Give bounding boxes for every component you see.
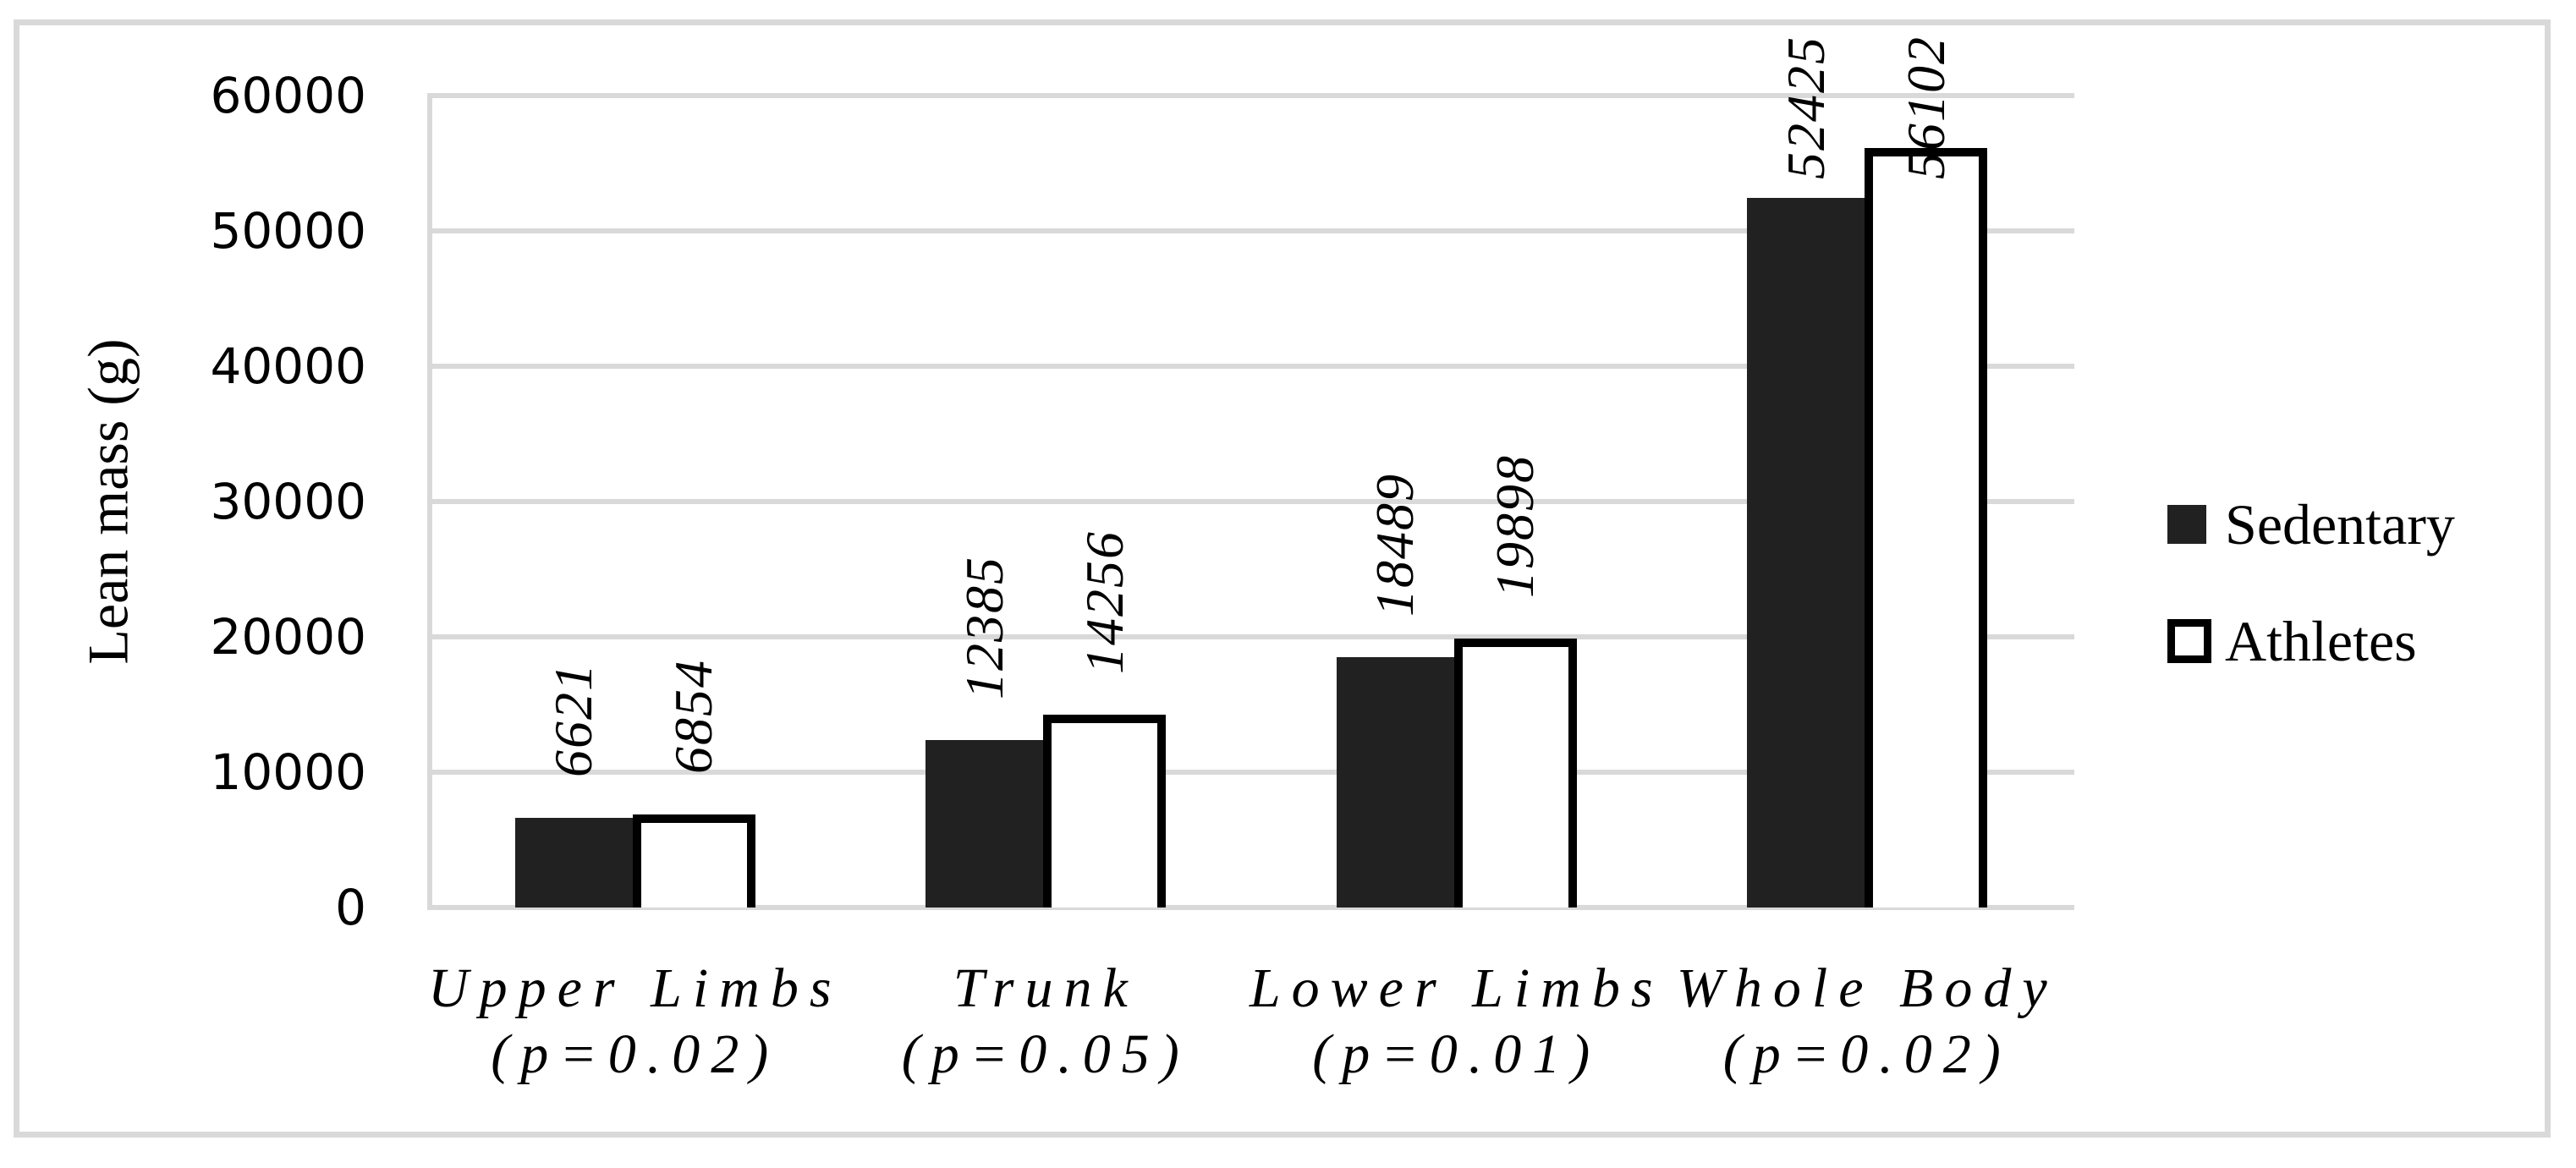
y-tick-label-60000: 60000 xyxy=(210,67,366,124)
x-category-pvalue: (p=0.01) xyxy=(1312,1023,1601,1085)
legend-item-sedentary: Sedentary xyxy=(2167,484,2455,565)
gridline-60000 xyxy=(430,93,2074,98)
x-category-name: Lower Limbs xyxy=(1249,957,1664,1019)
x-category-pvalue: (p=0.02) xyxy=(1722,1023,2012,1085)
x-category-label-trunk: Trunk (p=0.05) xyxy=(792,956,1299,1088)
x-category-name: Trunk xyxy=(953,957,1139,1019)
value-label-sedentary-trunk: 12385 xyxy=(953,556,1014,699)
filled-square-icon xyxy=(2167,505,2206,544)
bar-sedentary-lower-limbs xyxy=(1336,657,1454,908)
bar-athletes-whole-body xyxy=(1865,148,1988,908)
gridline-20000 xyxy=(430,634,2074,639)
bar-athletes-trunk xyxy=(1043,715,1167,908)
value-label-athletes-upper-limbs: 6854 xyxy=(663,659,724,774)
y-tick-label-40000: 40000 xyxy=(210,337,366,395)
bar-athletes-upper-limbs xyxy=(632,814,755,908)
y-axis-line xyxy=(427,93,432,910)
value-label-athletes-whole-body: 56102 xyxy=(1895,36,1956,179)
x-category-pvalue: (p=0.05) xyxy=(901,1023,1190,1085)
y-tick-label-10000: 10000 xyxy=(210,743,366,801)
x-category-name: Whole Body xyxy=(1676,957,2058,1019)
y-tick-label-0: 0 xyxy=(335,879,366,936)
gridline-30000 xyxy=(430,499,2074,504)
legend-label-sedentary: Sedentary xyxy=(2225,492,2455,557)
y-tick-label-50000: 50000 xyxy=(210,202,366,260)
value-label-athletes-trunk: 14256 xyxy=(1074,530,1134,674)
gridline-40000 xyxy=(430,364,2074,369)
legend-label-athletes: Athletes xyxy=(2225,609,2417,673)
value-label-sedentary-lower-limbs: 18489 xyxy=(1365,473,1425,617)
bar-sedentary-upper-limbs xyxy=(514,818,633,908)
value-label-sedentary-upper-limbs: 6621 xyxy=(543,662,604,777)
bar-sedentary-whole-body xyxy=(1747,198,1865,908)
x-category-name: Upper Limbs xyxy=(427,957,843,1019)
gridline-0 xyxy=(430,905,2074,910)
figure-border xyxy=(14,19,2551,1138)
gridline-10000 xyxy=(430,770,2074,775)
x-category-label-upper-limbs: Upper Limbs (p=0.02) xyxy=(382,956,889,1088)
legend: Sedentary Athletes xyxy=(2167,484,2455,682)
x-category-label-lower-limbs: Lower Limbs (p=0.01) xyxy=(1203,956,1711,1088)
bar-athletes-lower-limbs xyxy=(1453,639,1577,908)
open-square-icon xyxy=(2167,619,2211,663)
value-label-athletes-lower-limbs: 19898 xyxy=(1485,454,1546,598)
x-category-pvalue: (p=0.02) xyxy=(491,1023,780,1085)
legend-item-athletes: Athletes xyxy=(2167,600,2455,682)
x-category-label-whole-body: Whole Body (p=0.02) xyxy=(1613,956,2121,1088)
gridline-50000 xyxy=(430,228,2074,233)
y-tick-label-30000: 30000 xyxy=(210,473,366,530)
bar-sedentary-trunk xyxy=(925,740,1044,908)
value-label-sedentary-whole-body: 52425 xyxy=(1775,36,1836,179)
y-tick-label-20000: 20000 xyxy=(210,608,366,666)
